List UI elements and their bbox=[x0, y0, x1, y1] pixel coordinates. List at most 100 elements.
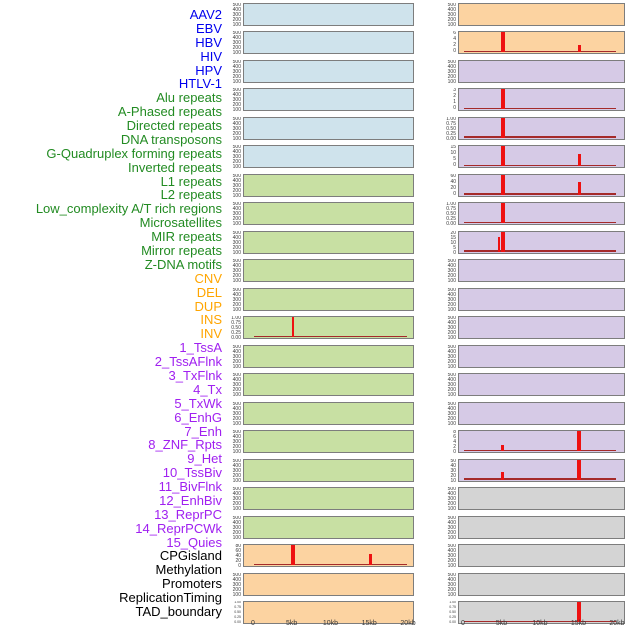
y-tick-label: 300 bbox=[447, 410, 456, 417]
distribution-panel bbox=[243, 515, 414, 539]
distribution-panel bbox=[458, 59, 625, 83]
y-tick-label: 10 bbox=[450, 150, 456, 157]
y-tick-label: 300 bbox=[232, 97, 241, 104]
x-tick-label: 20kb bbox=[400, 620, 416, 627]
distribution-panel bbox=[458, 145, 625, 169]
y-tick-label: 2 bbox=[453, 42, 456, 49]
y-tick-label: 100 bbox=[232, 278, 241, 283]
y-axis-ticks: 1.00 0.75 0.50 0.25 0.00 bbox=[224, 601, 241, 624]
x-tick-label: 5kb bbox=[495, 620, 508, 627]
y-tick-label: 1 bbox=[453, 99, 456, 106]
x-tick-label: 5kb bbox=[286, 620, 298, 627]
y-tick-label: 0.25 bbox=[449, 614, 456, 619]
y-axis-ticks: 5004003002001000 bbox=[439, 288, 456, 311]
y-tick-label: 0.75 bbox=[446, 120, 456, 127]
y-tick-label: 5 bbox=[453, 156, 456, 163]
y-tick-label: 200 bbox=[232, 301, 241, 308]
y-tick-label: 100 bbox=[232, 363, 241, 368]
peak-bar bbox=[291, 317, 294, 338]
y-tick-label: 0 bbox=[453, 162, 456, 169]
y-tick-label: 100 bbox=[447, 392, 456, 397]
y-tick-label: 100 bbox=[232, 135, 241, 140]
y-tick-label: 300 bbox=[447, 325, 456, 332]
y-axis-ticks: 60 40 20 0 bbox=[439, 174, 456, 197]
feature-label: DEL bbox=[196, 284, 222, 300]
y-tick-label: 0 bbox=[453, 48, 456, 55]
y-tick-label: 1.00 bbox=[446, 116, 456, 122]
y-tick-label: 200 bbox=[447, 301, 456, 308]
y-tick-label: 300 bbox=[447, 581, 456, 588]
distribution-panel bbox=[243, 145, 414, 169]
y-axis-ticks: 5004003002001000 bbox=[224, 231, 241, 254]
peak-bar bbox=[577, 431, 582, 452]
y-tick-label: 200 bbox=[232, 273, 241, 280]
y-tick-label: 500 bbox=[232, 572, 241, 578]
y-axis-ticks: 5004003002001000 bbox=[224, 288, 241, 311]
y-tick-label: 300 bbox=[232, 410, 241, 417]
y-tick-label: 400 bbox=[232, 7, 241, 13]
x-tick-label: 15kb bbox=[570, 620, 587, 627]
y-tick-label: 500 bbox=[232, 515, 241, 521]
y-tick-label: 200 bbox=[232, 387, 241, 394]
feature-label: 1_TssA bbox=[179, 340, 222, 356]
feature-label: 7_Enh bbox=[184, 423, 222, 439]
feature-label: DNA transposons bbox=[120, 131, 222, 147]
y-tick-label: 400 bbox=[232, 462, 241, 469]
y-tick-label: 20 bbox=[450, 184, 456, 191]
y-tick-label: 500 bbox=[447, 544, 456, 550]
distribution-panel bbox=[243, 88, 414, 112]
y-tick-label: 500 bbox=[232, 88, 241, 94]
peak-bar bbox=[500, 32, 505, 53]
y-tick-label: 500 bbox=[447, 344, 456, 350]
distribution-panel bbox=[243, 544, 414, 568]
y-axis-ticks: 80 60 40 20 0 bbox=[224, 544, 241, 567]
y-tick-label: 200 bbox=[232, 501, 241, 508]
distribution-panel bbox=[458, 572, 625, 596]
y-tick-label: 400 bbox=[447, 576, 456, 583]
y-tick-label: 200 bbox=[447, 415, 456, 422]
y-tick-label: 100 bbox=[232, 249, 241, 254]
y-tick-label: 400 bbox=[232, 92, 241, 99]
y-tick-label: 200 bbox=[447, 358, 456, 365]
y-tick-label: 8 bbox=[453, 430, 456, 436]
y-tick-label: 100 bbox=[447, 278, 456, 283]
baseline-curve bbox=[463, 250, 617, 252]
peak-bar bbox=[577, 181, 581, 195]
y-tick-label: 500 bbox=[232, 3, 241, 8]
y-tick-label: 500 bbox=[232, 373, 241, 379]
peak-bar bbox=[500, 231, 505, 252]
peak-bar bbox=[501, 445, 504, 452]
y-tick-label: 80 bbox=[235, 544, 241, 550]
y-tick-label: 500 bbox=[447, 373, 456, 379]
x-tick-label: 10kb bbox=[322, 620, 339, 627]
y-axis-ticks: 5004003002001000 bbox=[224, 202, 241, 225]
baseline-curve bbox=[463, 50, 617, 53]
y-axis-ticks: 5004003002001000 bbox=[439, 3, 456, 26]
y-tick-label: 0.75 bbox=[231, 320, 241, 327]
distribution-panel bbox=[458, 259, 625, 283]
y-tick-label: 200 bbox=[232, 472, 241, 479]
distribution-panel bbox=[243, 430, 414, 454]
distribution-panel bbox=[458, 230, 625, 254]
y-axis-ticks: 5004003002001000 bbox=[224, 259, 241, 282]
y-tick-label: 0 bbox=[238, 563, 241, 568]
y-tick-label: 400 bbox=[232, 206, 241, 213]
y-tick-label: 1.00 bbox=[231, 316, 241, 322]
y-tick-label: 0.50 bbox=[446, 125, 456, 132]
distribution-panel bbox=[243, 601, 414, 625]
y-tick-label: 300 bbox=[447, 496, 456, 503]
y-tick-label: 4 bbox=[453, 439, 456, 446]
y-axis-ticks: 5004003002001000 bbox=[224, 31, 241, 54]
y-tick-label: 200 bbox=[447, 558, 456, 565]
y-tick-label: 300 bbox=[232, 467, 241, 474]
peak-bar bbox=[500, 89, 505, 110]
y-tick-label: 300 bbox=[232, 40, 241, 47]
feature-label: L1 repeats bbox=[160, 173, 222, 189]
y-tick-label: 6 bbox=[453, 31, 456, 37]
distribution-panel bbox=[458, 316, 625, 340]
y-tick-label: 1.00 bbox=[234, 601, 241, 605]
y-tick-label: 400 bbox=[232, 149, 241, 156]
feature-label: 14_ReprPCWk bbox=[135, 520, 222, 536]
